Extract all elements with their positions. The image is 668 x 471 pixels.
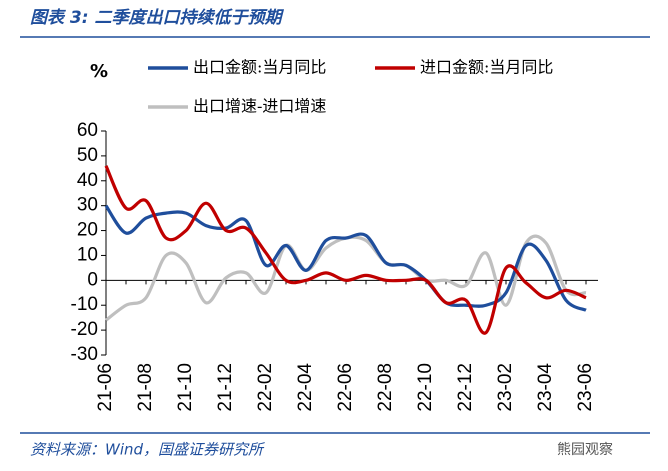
y-tick-label: 60	[77, 120, 98, 141]
x-tick-label: 22-08	[375, 363, 396, 412]
y-tick-label: 40	[77, 170, 98, 191]
x-tick-label: 21-12	[215, 363, 236, 412]
y-axis-label: %	[90, 61, 108, 82]
y-tick-label: 0	[87, 269, 98, 290]
x-tick-label: 21-08	[135, 363, 156, 412]
x-tick-label: 22-12	[455, 363, 476, 412]
y-tick-label: -20	[71, 319, 98, 340]
legend-label: 出口增速-进口增速	[193, 97, 326, 116]
legend-label: 进口金额:当月同比	[420, 58, 553, 77]
source: 资料来源：Wind，国盛证券研究所	[30, 441, 265, 459]
legend-label: 出口金额:当月同比	[193, 58, 326, 77]
y-tick-label: 50	[77, 145, 98, 166]
y-tick-label: 30	[77, 195, 98, 216]
y-tick-label: -30	[71, 344, 98, 365]
x-tick-label: 23-04	[535, 363, 556, 412]
x-tick-label: 23-02	[495, 363, 516, 412]
x-tick-label: 22-04	[295, 363, 316, 412]
x-tick-label: 21-06	[95, 363, 116, 412]
series-line	[104, 204, 587, 312]
watermark: 熊园观察	[557, 441, 613, 458]
x-tick-label: 21-10	[175, 363, 196, 412]
chart-title: 图表 3: 二季度出口持续低于预期	[30, 8, 284, 28]
y-tick-label: 20	[77, 220, 98, 241]
x-tick-label: 22-06	[335, 363, 356, 412]
series-line	[104, 165, 587, 335]
y-tick-label: 10	[77, 244, 98, 265]
y-tick-label: -10	[71, 294, 98, 315]
x-tick-label: 22-02	[255, 363, 276, 412]
x-tick-label: 23-06	[575, 363, 596, 412]
x-tick-label: 22-10	[415, 363, 436, 412]
